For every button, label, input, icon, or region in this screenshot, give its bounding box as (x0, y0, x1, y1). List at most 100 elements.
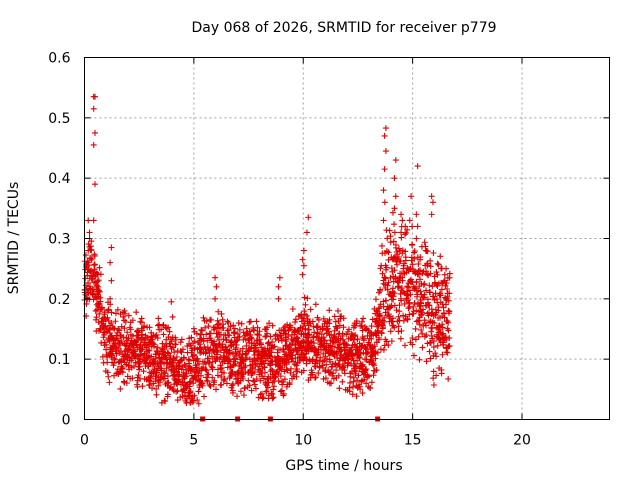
data-point (317, 354, 324, 361)
data-point (441, 271, 448, 278)
data-point (398, 297, 405, 304)
data-point (391, 205, 398, 212)
data-point (381, 166, 388, 173)
data-point (161, 360, 168, 367)
data-point (286, 359, 293, 366)
data-point (199, 382, 206, 389)
data-point (225, 319, 232, 326)
data-point (286, 381, 293, 388)
data-point (389, 209, 396, 216)
data-point (213, 386, 220, 393)
data-point (243, 342, 250, 349)
data-point (310, 340, 317, 347)
data-point (303, 360, 310, 367)
data-point (125, 312, 132, 319)
data-point (218, 381, 225, 388)
data-point (336, 341, 343, 348)
data-point (256, 328, 263, 335)
data-point (82, 252, 89, 259)
data-point (85, 279, 92, 286)
data-point (404, 283, 411, 290)
data-point (318, 331, 325, 338)
data-point (356, 354, 363, 361)
data-point (423, 332, 430, 339)
data-point (427, 289, 434, 296)
data-point (387, 328, 394, 335)
data-point (253, 375, 260, 382)
data-point (380, 217, 387, 224)
data-point (256, 336, 263, 343)
data-point (147, 373, 154, 380)
data-point (391, 324, 398, 331)
data-point (133, 309, 140, 316)
data-point (412, 284, 419, 291)
data-point (95, 277, 102, 284)
data-point (403, 229, 410, 236)
data-point (215, 320, 222, 327)
data-point (312, 374, 319, 381)
data-point (96, 310, 103, 317)
data-point (166, 385, 173, 392)
data-point (381, 132, 388, 139)
data-point (314, 330, 321, 337)
data-point (365, 373, 372, 380)
data-point (218, 310, 225, 317)
data-point (179, 346, 186, 353)
data-point (101, 309, 108, 316)
data-point (303, 312, 310, 319)
data-point (348, 330, 355, 337)
data-point (353, 368, 360, 375)
data-point (239, 345, 246, 352)
data-point (277, 388, 284, 395)
data-point (168, 338, 175, 345)
data-point (368, 352, 375, 359)
data-point (200, 393, 207, 400)
data-point (90, 141, 97, 148)
data-point (166, 328, 173, 335)
data-point (357, 386, 364, 393)
data-point (169, 313, 176, 320)
data-point (430, 368, 437, 375)
data-point (430, 344, 437, 351)
data-point (205, 371, 212, 378)
data-point (270, 386, 277, 393)
data-point (303, 229, 310, 236)
data-point (90, 93, 97, 100)
data-point (419, 344, 426, 351)
data-point (287, 365, 294, 372)
data-point (200, 335, 207, 342)
data-point (292, 319, 299, 326)
y-tick-label: 0.6 (48, 51, 70, 67)
data-point (350, 337, 357, 344)
data-point (383, 297, 390, 304)
data-point (133, 341, 140, 348)
data-point (384, 235, 391, 242)
data-point (430, 381, 437, 388)
data-point (234, 375, 241, 382)
data-point (125, 335, 132, 342)
data-point (435, 304, 442, 311)
data-point (254, 324, 261, 331)
data-point (136, 363, 143, 370)
data-point (437, 253, 444, 260)
data-point (229, 351, 236, 358)
data-point (429, 325, 436, 332)
data-point (213, 283, 220, 290)
data-point (398, 211, 405, 218)
data-point (194, 397, 201, 404)
data-point (154, 344, 161, 351)
data-point (85, 217, 92, 224)
data-point (193, 330, 200, 337)
data-point (149, 385, 156, 392)
data-point (153, 331, 160, 338)
data-point (438, 286, 445, 293)
data-point (340, 324, 347, 331)
data-point (162, 398, 169, 405)
data-point (404, 226, 411, 233)
data-point (139, 383, 146, 390)
data-point (364, 372, 371, 379)
data-point (251, 381, 258, 388)
data-point (402, 248, 409, 255)
data-point (397, 258, 404, 265)
data-point (226, 332, 233, 339)
